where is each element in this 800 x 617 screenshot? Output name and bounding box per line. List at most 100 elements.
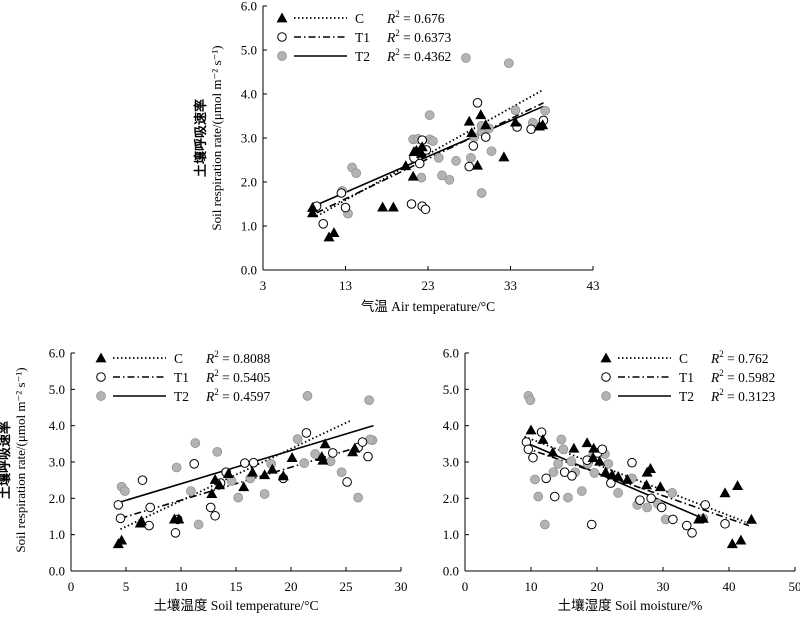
data-point	[364, 395, 374, 406]
legend-series-name: T1	[679, 370, 694, 385]
data-point	[480, 119, 492, 130]
chart-area-soil-moisture: 0.0 1.0 2.0 3.0 4.0 5.0 6.0 0 10 20 30 40 50 C R2 = 0.…	[443, 346, 800, 595]
data-point	[349, 442, 361, 453]
data-point	[556, 434, 567, 445]
data-point	[190, 438, 201, 448]
data-point	[540, 105, 551, 116]
data-point	[317, 454, 329, 465]
y-tick-label: 2.0	[443, 491, 459, 506]
x-tick-label: 40	[723, 579, 736, 594]
y-axis-label-en: Soil respiration rate/(μmol m⁻² s⁻¹)	[13, 367, 28, 552]
x-tick-label: 20	[285, 579, 298, 594]
data-point	[613, 488, 623, 498]
x-tick-label: 30	[395, 579, 408, 594]
data-point	[336, 188, 347, 198]
trend-line-c	[316, 88, 544, 218]
data-point	[581, 437, 593, 448]
series-t2-points	[337, 53, 551, 219]
data-point	[719, 487, 731, 498]
data-point	[416, 172, 427, 183]
legend: C R2 = 0.8088 T1 R2 = 0.5405 T2 R2 = 0.4597	[95, 349, 270, 404]
data-point	[523, 444, 534, 455]
legend-r2: R2 = 0.5405	[205, 368, 270, 385]
data-point	[558, 444, 569, 455]
data-point	[480, 132, 491, 142]
data-point	[387, 201, 399, 212]
data-point	[530, 474, 540, 485]
y-tick-label: 6.0	[241, 0, 257, 14]
y-tick-label: 2.0	[241, 175, 257, 190]
data-point	[697, 512, 709, 523]
data-point	[407, 170, 419, 181]
data-point	[525, 395, 536, 406]
data-point	[357, 437, 368, 447]
data-point	[464, 161, 475, 172]
data-point	[353, 492, 363, 503]
x-tick-label: 3	[260, 278, 267, 293]
data-point	[145, 502, 155, 513]
bottom-right-panel: 0.0 1.0 2.0 3.0 4.0 5.0 6.0 0 10 20 30 40 50 C R2 = 0.…	[443, 346, 800, 614]
data-point	[553, 458, 563, 469]
data-point	[437, 170, 447, 181]
trend-line-t1	[316, 102, 544, 214]
series-t1-points	[311, 98, 549, 229]
legend-series-name: C	[679, 351, 688, 366]
data-point	[745, 513, 757, 524]
legend-r2: R2 = 0.4597	[205, 387, 270, 404]
x-axis-label: 气温 Air temperature/°C	[361, 299, 495, 314]
data-point	[533, 491, 544, 502]
x-tick-label: 10	[175, 579, 188, 594]
x-axis-label: 土壤湿度 Soil moisture/%	[558, 597, 703, 613]
legend-series-name: C	[174, 351, 183, 366]
y-tick-label: 4.0	[443, 418, 459, 433]
data-point	[687, 528, 697, 538]
data-point	[476, 188, 487, 198]
data-point	[681, 520, 692, 531]
y-tick-label: 1.0	[241, 219, 257, 234]
data-point	[342, 477, 352, 487]
x-tick-label: 0	[462, 579, 469, 594]
data-point	[588, 442, 600, 453]
data-point	[621, 473, 633, 484]
data-point	[377, 201, 389, 212]
bottom-left-panel: 0.0 1.0 2.0 3.0 4.0 5.0 6.0 0 5 10 15 20 25 30 C R2 = 0…	[0, 346, 408, 614]
data-point	[212, 446, 223, 457]
data-point	[526, 124, 536, 134]
data-point	[116, 534, 128, 545]
data-point	[720, 518, 730, 529]
data-point	[310, 449, 321, 459]
data-point	[606, 469, 618, 480]
legend-marker	[277, 32, 287, 42]
data-point	[336, 467, 347, 478]
legend-series-name: C	[355, 11, 364, 26]
data-point	[472, 98, 483, 108]
trend-lines	[120, 419, 374, 531]
x-tick-label: 13	[339, 278, 352, 293]
x-tick-label: 43	[587, 278, 600, 293]
data-point	[540, 519, 550, 530]
data-point	[642, 502, 653, 513]
x-tick-label: 30	[657, 579, 670, 594]
legend-r2: R2 = 0.3123	[710, 387, 775, 404]
data-point	[420, 204, 431, 215]
data-point	[472, 159, 483, 170]
data-point	[340, 202, 351, 213]
data-point	[463, 115, 475, 126]
y-tick-label: 4.0	[49, 418, 65, 433]
legend-marker	[600, 352, 612, 363]
data-point	[170, 528, 181, 538]
data-point	[451, 156, 461, 166]
data-point	[222, 468, 234, 479]
chart-area-soil-temperature: 0.0 1.0 2.0 3.0 4.0 5.0 6.0 0 5 10 15 20 25 30 C R2 = 0…	[49, 346, 408, 595]
y-tick-label: 4.0	[241, 87, 257, 102]
data-point	[726, 538, 738, 549]
y-tick-label: 0.0	[241, 263, 257, 278]
y-tick-label: 6.0	[49, 346, 65, 361]
data-point	[115, 513, 126, 524]
x-axis-label: 土壤温度 Soil temperature/°C	[153, 597, 318, 613]
y-tick-label: 6.0	[443, 346, 459, 361]
data-point	[292, 434, 303, 444]
data-point	[238, 481, 250, 492]
legend-r2: R2 = 0.5982	[710, 368, 775, 385]
